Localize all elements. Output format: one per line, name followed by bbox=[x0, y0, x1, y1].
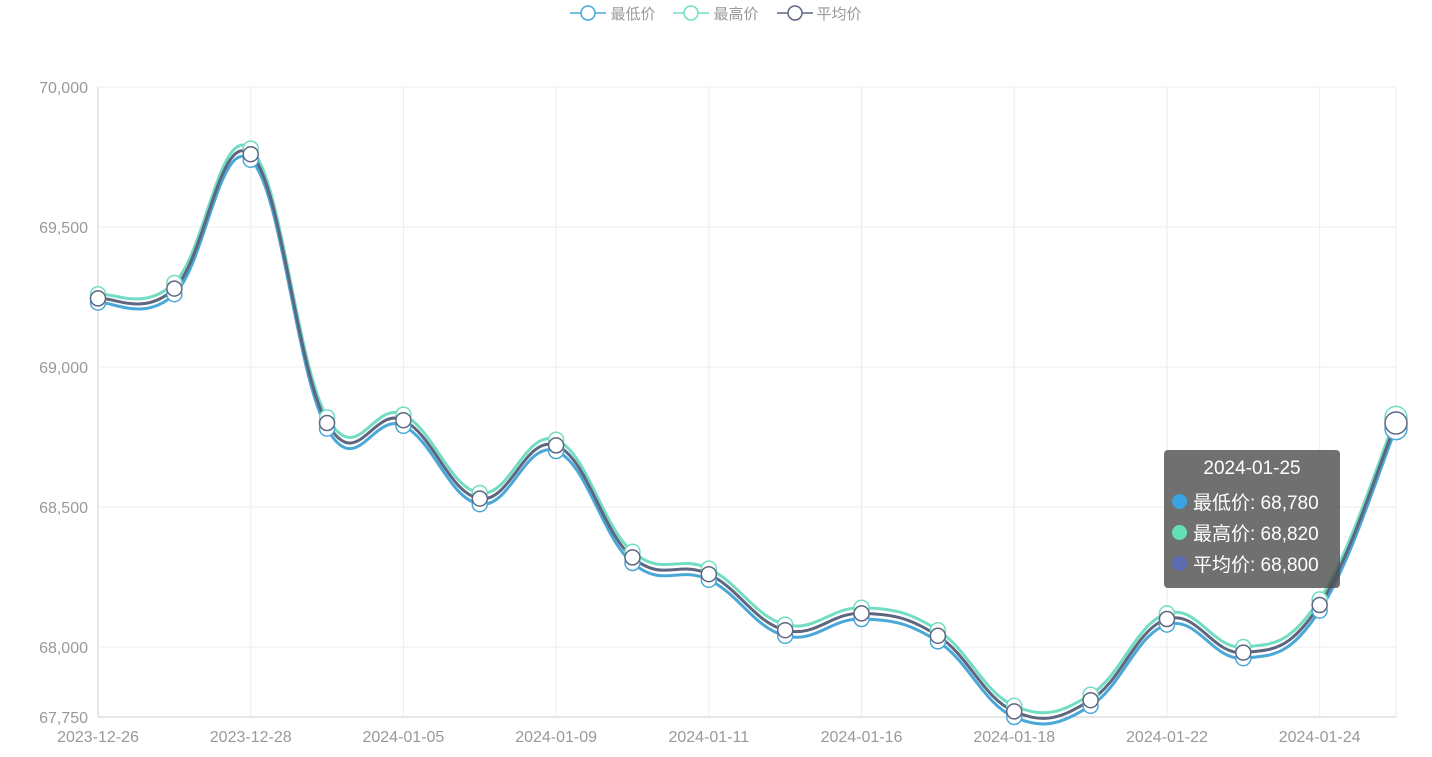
x-tick-label: 2024-01-05 bbox=[362, 729, 444, 746]
data-point-2 bbox=[1082, 691, 1099, 709]
data-point-2 bbox=[471, 490, 489, 507]
legend-item-low[interactable]: 最低价 bbox=[570, 3, 655, 24]
tick-labels: 67,750 68,000 68,500 69,000 69,500 70,000 2023… bbox=[39, 80, 1361, 746]
data-point-2 bbox=[166, 280, 183, 297]
tooltip-dot-low bbox=[1172, 494, 1187, 509]
data-point-2 bbox=[318, 414, 336, 432]
x-tick-label: 2024-01-16 bbox=[821, 729, 903, 746]
legend-high-icon bbox=[673, 5, 710, 21]
tooltip-row-low: 最低价: 68,780 bbox=[1172, 486, 1332, 517]
data-points bbox=[89, 140, 1408, 726]
y-tick-label: 67,750 bbox=[39, 710, 88, 727]
tooltip-label-avg: 平均价: 68,800 bbox=[1193, 555, 1319, 576]
legend-label-low: 最低价 bbox=[610, 5, 656, 23]
axes bbox=[97, 87, 1396, 718]
y-tick-label: 69,500 bbox=[39, 220, 88, 237]
tooltip-date: 2024-01-25 bbox=[1203, 458, 1301, 479]
data-point-2 bbox=[242, 145, 259, 163]
data-point-2 bbox=[1311, 596, 1328, 614]
legend-item-avg[interactable]: 平均价 bbox=[776, 3, 862, 24]
data-point-2 bbox=[1235, 644, 1252, 661]
x-tick-label: 2024-01-18 bbox=[973, 729, 1055, 746]
tooltip: 2024-01-25 最低价: 68,780 最高价: 68,820 平均价: … bbox=[1164, 450, 1340, 588]
data-point-2 bbox=[700, 565, 718, 583]
x-tick-label: 2024-01-22 bbox=[1126, 729, 1208, 746]
series-lines bbox=[97, 143, 1398, 726]
legend-low-icon bbox=[570, 5, 607, 21]
tooltip-row-avg: 平均价: 68,800 bbox=[1172, 548, 1332, 579]
x-tick-label: 2024-01-09 bbox=[515, 729, 597, 746]
tooltip-dot-high bbox=[1172, 525, 1187, 540]
y-tick-label: 70,000 bbox=[39, 80, 88, 97]
series-line-2 bbox=[97, 149, 1398, 720]
data-point-2 bbox=[547, 437, 565, 454]
legend-label-avg: 平均价 bbox=[816, 5, 862, 23]
x-tick-label: 2024-01-11 bbox=[668, 729, 749, 746]
tooltip-label-low: 最低价: 68,780 bbox=[1193, 493, 1319, 514]
data-point-2 bbox=[929, 627, 947, 645]
tooltip-row-high: 最高价: 68,820 bbox=[1172, 517, 1332, 548]
legend: 最低价 最高价 平均价 bbox=[0, 0, 1432, 26]
tooltip-label-high: 最高价: 68,820 bbox=[1193, 524, 1319, 545]
x-tick-label: 2023-12-28 bbox=[210, 729, 292, 746]
y-tick-label: 68,000 bbox=[39, 640, 88, 657]
data-point-2 bbox=[395, 411, 412, 429]
data-point-2 bbox=[1005, 703, 1023, 720]
y-tick-label: 68,500 bbox=[39, 500, 88, 517]
data-point-2 bbox=[89, 290, 107, 307]
tooltip-dot-avg bbox=[1172, 556, 1187, 571]
data-point-2 bbox=[1384, 411, 1408, 435]
data-point-2 bbox=[853, 605, 870, 622]
data-point-2 bbox=[776, 621, 794, 639]
series-line-1 bbox=[97, 143, 1398, 715]
x-tick-label: 2024-01-24 bbox=[1279, 729, 1361, 746]
series-line-0 bbox=[97, 154, 1398, 726]
data-point-2 bbox=[624, 549, 641, 566]
legend-label-high: 最高价 bbox=[713, 5, 759, 23]
legend-item-high[interactable]: 最高价 bbox=[673, 3, 759, 24]
data-point-2 bbox=[1158, 610, 1176, 628]
y-tick-label: 69,000 bbox=[39, 360, 88, 377]
grid-lines bbox=[97, 86, 1397, 717]
legend-avg-icon bbox=[776, 5, 813, 21]
x-tick-label: 2023-12-26 bbox=[57, 729, 139, 746]
